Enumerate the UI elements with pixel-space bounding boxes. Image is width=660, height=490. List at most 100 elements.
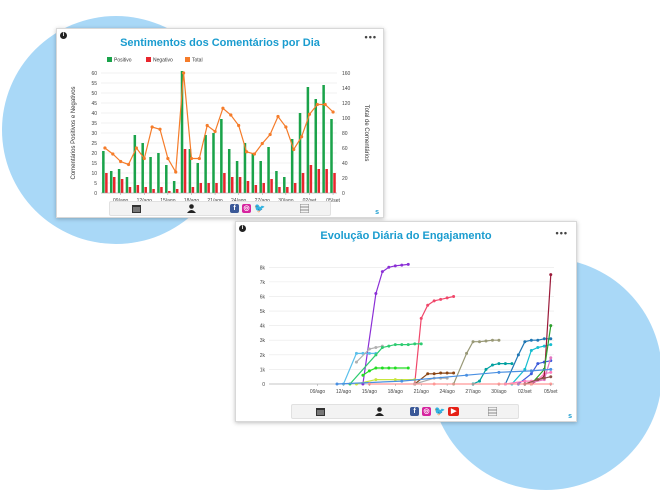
social-icons: f ◎ 🐦	[230, 203, 266, 213]
point-total	[284, 125, 288, 129]
series-point	[536, 362, 540, 366]
bar-positive	[141, 143, 144, 193]
y-tick-label: 3k	[260, 338, 266, 344]
calendar-icon[interactable]	[132, 204, 141, 213]
series-point	[549, 375, 553, 379]
youtube-icon[interactable]: ▶	[448, 407, 460, 416]
point-total	[237, 123, 241, 128]
bar-positive	[220, 119, 223, 193]
series-point	[400, 343, 404, 347]
series-line	[355, 345, 383, 363]
credits-mark: s	[375, 209, 379, 216]
chart-footer-toolbar: f ◎ 🐦 ▶	[291, 404, 519, 419]
series-line	[356, 379, 415, 385]
bar-negative	[270, 179, 273, 193]
series-point	[549, 343, 553, 347]
bar-negative	[246, 181, 250, 193]
series-line	[524, 376, 551, 385]
user-icon[interactable]	[187, 204, 196, 213]
facebook-icon[interactable]: f	[410, 407, 419, 416]
y2-tick-label: 80	[342, 131, 348, 137]
twitter-icon[interactable]: 🐦	[434, 406, 446, 416]
series-point	[452, 294, 456, 298]
series-point	[374, 366, 378, 370]
series-point	[361, 373, 365, 377]
series-point	[406, 366, 410, 370]
bar-negative	[160, 187, 163, 193]
series-point	[536, 338, 540, 342]
point-total	[268, 132, 272, 137]
point-total	[111, 152, 115, 156]
facebook-icon[interactable]: f	[230, 204, 239, 213]
bar-positive	[102, 151, 105, 193]
y-tick-label: 0	[94, 191, 97, 197]
bar-negative	[207, 183, 210, 193]
bar-positive	[227, 149, 231, 193]
calendar-icon[interactable]	[316, 407, 325, 416]
table-icon[interactable]	[488, 407, 497, 416]
y-tick-label: 50	[91, 91, 97, 97]
bar-positive	[149, 157, 152, 193]
x-tick-label: 05/set	[326, 198, 340, 204]
bar-negative	[152, 189, 155, 193]
y2-tick-label: 120	[342, 101, 351, 107]
twitter-icon[interactable]: 🐦	[254, 203, 266, 213]
x-tick-label: 09/ago	[310, 389, 326, 395]
bar-positive	[275, 171, 278, 193]
point-total	[166, 156, 170, 161]
bar-negative	[333, 173, 336, 193]
bar-positive	[133, 135, 137, 193]
point-total	[323, 102, 327, 107]
series-point	[490, 338, 494, 342]
x-tick-label: 21/ago	[414, 389, 430, 395]
series-point	[387, 344, 391, 348]
series-point	[419, 316, 423, 320]
more-options-icon[interactable]: •••	[555, 228, 568, 238]
series-point	[393, 378, 397, 382]
x-tick-label: 24/ago	[439, 389, 455, 395]
bar-negative	[120, 179, 124, 193]
line-total	[104, 72, 334, 174]
series-line	[349, 343, 422, 385]
sentiment-chart-card: i ••• Sentimentos dos Comentários por Di…	[56, 28, 384, 218]
y-tick-label: 40	[91, 111, 97, 117]
series-line	[336, 368, 551, 385]
point-total	[142, 156, 146, 161]
info-icon[interactable]: i	[60, 32, 67, 39]
user-icon[interactable]	[375, 407, 384, 416]
y-tick-label: 30	[91, 131, 97, 137]
series-point	[484, 339, 488, 343]
series-point	[536, 378, 540, 382]
series-point	[549, 273, 553, 277]
x-tick-label: 27/ago	[465, 389, 481, 395]
info-icon[interactable]: i	[239, 225, 246, 232]
series-point	[549, 356, 553, 360]
point-total	[205, 123, 209, 128]
bar-negative	[223, 173, 226, 193]
series-point	[471, 340, 475, 344]
bar-positive	[117, 169, 121, 193]
y2-tick-label: 140	[342, 86, 351, 92]
chart-footer-toolbar: f ◎ 🐦	[109, 201, 331, 216]
point-total	[300, 135, 304, 139]
bar-negative	[175, 189, 179, 193]
engagement-chart-card: i ••• Evolução Diária do Engajamento 0 1k…	[235, 221, 577, 422]
series-point	[465, 373, 469, 377]
point-total	[158, 127, 162, 131]
point-total	[315, 102, 319, 107]
instagram-icon[interactable]: ◎	[422, 407, 431, 416]
series-point	[426, 303, 430, 307]
point-total	[229, 113, 233, 117]
series-point	[529, 382, 533, 386]
series-point	[374, 346, 378, 350]
table-icon[interactable]	[300, 204, 309, 213]
bar-positive	[251, 153, 255, 193]
bar-negative	[230, 177, 234, 193]
instagram-icon[interactable]: ◎	[242, 204, 251, 213]
series-point	[354, 351, 358, 355]
y-tick-label: 35	[91, 121, 97, 127]
x-tick-label: 30/ago	[491, 389, 507, 395]
point-total	[119, 159, 123, 164]
series-point	[413, 342, 417, 346]
more-options-icon[interactable]: •••	[364, 32, 377, 42]
